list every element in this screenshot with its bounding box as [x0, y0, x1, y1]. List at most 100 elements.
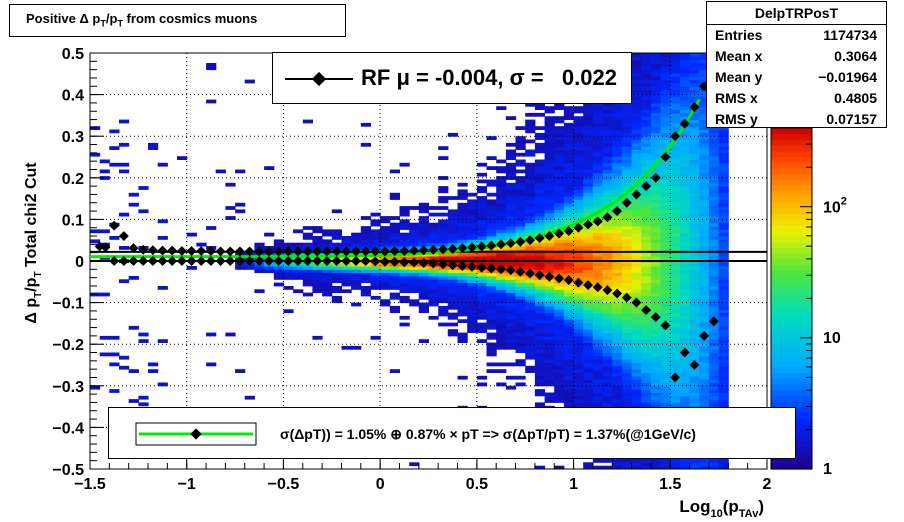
heatmap-cell: [670, 119, 681, 124]
heatmap-cell: [573, 192, 584, 197]
heatmap-cell: [612, 196, 623, 200]
heatmap-cell: [322, 286, 333, 290]
heatmap-cell: [680, 96, 691, 101]
heatmap-cell: [583, 389, 594, 393]
heatmap-cell: [650, 389, 662, 393]
heatmap-cell: [641, 289, 652, 294]
heatmap-cell: [602, 279, 613, 284]
heatmap-cell: [563, 319, 575, 323]
heatmap-cell: [563, 286, 575, 290]
heatmap-cell: [602, 266, 613, 270]
heatmap-cell: [235, 202, 246, 207]
heatmap-cell: [341, 282, 352, 287]
heatmap-cell: [476, 289, 488, 294]
y-tick-label: 0.5: [62, 46, 84, 63]
heatmap-cell: [99, 176, 110, 180]
heatmap-cell: [699, 199, 710, 204]
heatmap-cell: [554, 295, 565, 300]
heatmap-cell: [293, 229, 304, 234]
heatmap-cell: [370, 232, 381, 237]
heatmap-cell: [515, 305, 526, 310]
mean-point: [370, 256, 381, 267]
heatmap-cell: [563, 166, 575, 170]
heatmap-cell: [650, 305, 662, 310]
heatmap-cell: [486, 332, 497, 337]
heatmap-cell: [670, 269, 681, 274]
heatmap-cell: [641, 332, 652, 337]
heatmap-cell: [505, 166, 517, 170]
heatmap-cell: [621, 106, 633, 110]
heatmap-cell: [583, 109, 594, 114]
heatmap-cell: [486, 325, 497, 330]
heatmap-cell: [486, 352, 497, 357]
heatmap-cell: [534, 315, 546, 320]
heatmap-cell: [457, 222, 468, 227]
heatmap-cell: [476, 232, 488, 237]
heatmap-cell: [573, 399, 584, 403]
heatmap-cell: [592, 339, 604, 343]
heatmap-cell: [709, 459, 720, 463]
heatmap-cell: [573, 402, 584, 407]
heatmap-cell: [670, 122, 681, 127]
heatmap-cell: [689, 162, 700, 167]
heatmap-cell: [525, 232, 536, 237]
heatmap-cell: [554, 375, 565, 380]
heatmap-cell: [650, 349, 662, 353]
heatmap-cell: [119, 355, 130, 360]
heatmap-cell: [544, 126, 555, 130]
heatmap-cell: [360, 232, 371, 237]
heatmap-cell: [670, 292, 681, 297]
heatmap-cell: [467, 319, 478, 323]
heatmap-cell: [583, 352, 594, 357]
heatmap-cell: [631, 209, 642, 214]
heatmap-cell: [602, 226, 613, 230]
heatmap-cell: [283, 269, 294, 274]
heatmap-cell: [534, 172, 546, 177]
heatmap-cell: [573, 349, 584, 353]
heatmap-cell: [563, 305, 575, 310]
heatmap-cell: [680, 236, 691, 240]
heatmap-cell: [670, 289, 681, 294]
heatmap-cell: [641, 392, 652, 397]
heatmap-cell: [602, 222, 613, 227]
heatmap-cell: [602, 106, 613, 110]
heatmap-cell: [602, 179, 613, 184]
heatmap-cell: [554, 182, 565, 187]
heatmap-cell: [660, 276, 671, 280]
heatmap-cell: [428, 222, 439, 227]
heatmap-cell: [525, 192, 536, 197]
heatmap-cell: [689, 142, 700, 147]
heatmap-cell: [544, 319, 555, 323]
heatmap-cell: [660, 282, 671, 287]
heatmap-cell: [670, 169, 681, 174]
heatmap-cell: [718, 199, 729, 204]
heatmap-cell: [447, 282, 458, 287]
heatmap-cell: [670, 335, 681, 340]
heatmap-cell: [496, 369, 507, 373]
heatmap-cell: [467, 312, 478, 317]
heatmap-cell: [486, 212, 497, 217]
heatmap-cell: [544, 379, 555, 383]
heatmap-cell: [351, 279, 362, 284]
heatmap-cell: [670, 79, 681, 84]
heatmap-cell: [621, 122, 633, 127]
heatmap-cell: [109, 146, 120, 150]
heatmap-cell: [709, 242, 720, 247]
heatmap-cell: [718, 465, 729, 470]
heatmap-cell: [109, 362, 120, 367]
heatmap-cell: [718, 229, 729, 234]
heatmap-cell: [554, 179, 565, 184]
heatmap-cell: [515, 216, 526, 220]
heatmap-cell: [699, 56, 710, 61]
heatmap-cell: [563, 159, 575, 164]
heatmap-cell: [447, 232, 458, 237]
color-scale-step: [771, 253, 812, 260]
heatmap-cell: [709, 379, 720, 383]
heatmap-cell: [389, 369, 400, 373]
heatmap-cell: [360, 142, 371, 147]
heatmap-cell: [457, 182, 468, 187]
heatmap-cell: [612, 279, 623, 284]
heatmap-cell: [418, 239, 429, 244]
heatmap-cell: [699, 66, 710, 71]
heatmap-cell: [689, 279, 700, 284]
